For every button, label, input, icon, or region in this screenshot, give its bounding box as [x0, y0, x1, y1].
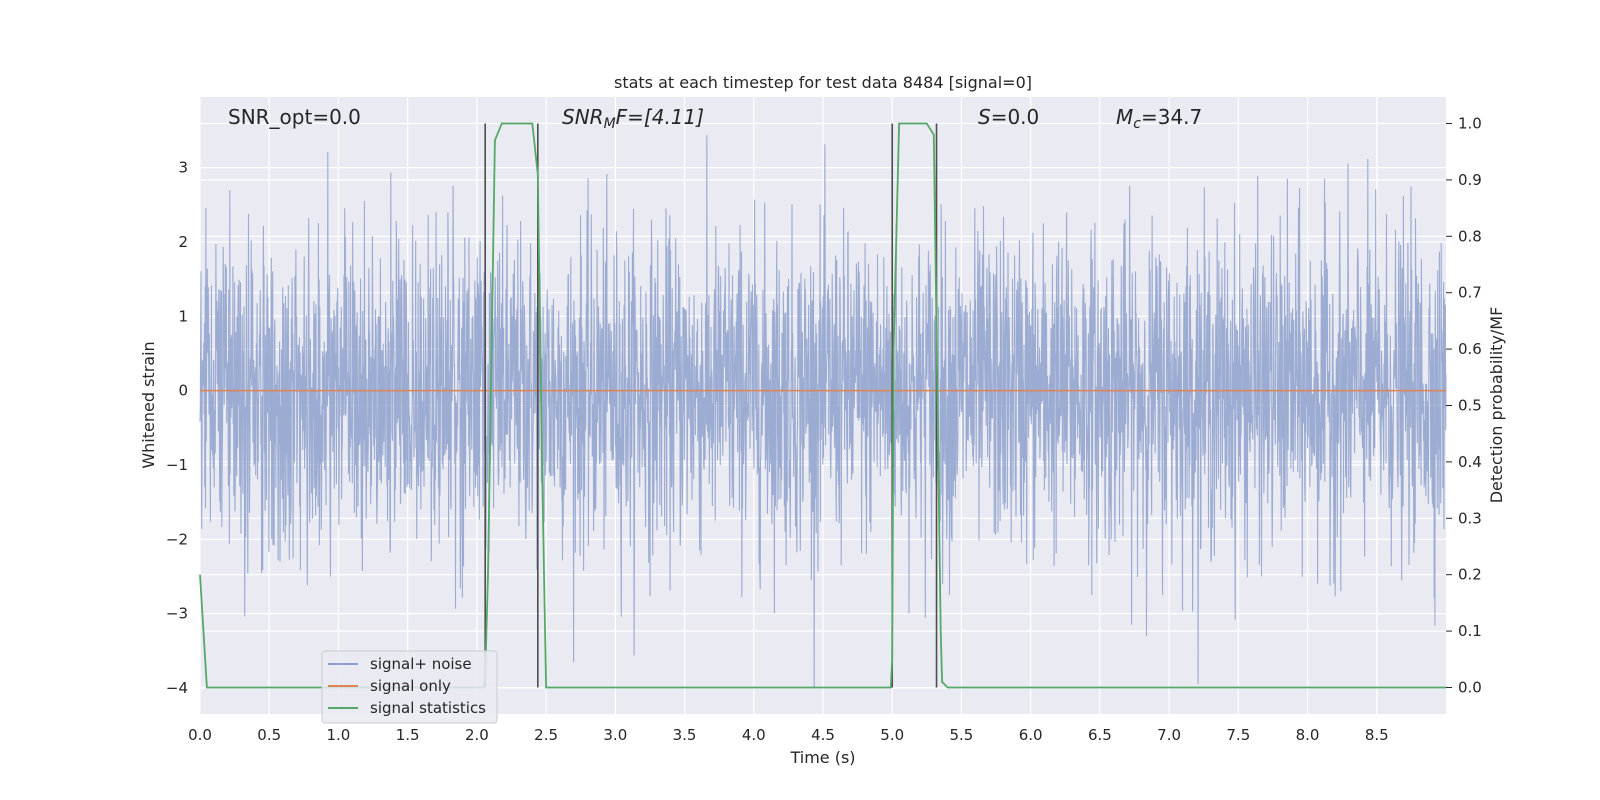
legend-label-signal-plus-noise: signal+ noise [370, 655, 472, 673]
y-right-tick-label: 0.3 [1458, 509, 1482, 527]
x-tick-label: 7.0 [1157, 726, 1181, 744]
x-tick-label: 5.0 [880, 726, 904, 744]
x-tick-label: 5.5 [950, 726, 974, 744]
x-tick-label: 2.0 [465, 726, 489, 744]
y-right-tick-label: 0.0 [1458, 678, 1482, 696]
legend-label-signal-statistics: signal statistics [370, 699, 486, 717]
annotation-snr-opt: SNR_opt=0.0 [228, 105, 361, 129]
chart-title: stats at each timestep for test data 848… [614, 73, 1032, 92]
x-tick-label: 6.0 [1019, 726, 1043, 744]
annotation-mc: Mc=34.7 [1116, 105, 1202, 132]
legend-box [321, 650, 498, 724]
x-tick-label: 8.0 [1296, 726, 1320, 744]
y-right-tick-label: 0.8 [1458, 227, 1482, 245]
y-right-tick-label: 0.7 [1458, 284, 1482, 302]
y-axis-right-ticks: 1.0 0.9 0.8 0.7 0.6 0.5 0.4 0.3 0.2 0.1 0.0 [1446, 115, 1482, 696]
y-tick-label: 3 [178, 159, 188, 177]
y-right-tick-label: 0.6 [1458, 340, 1482, 358]
y-axis-ticks: 3 2 1 0 −1 −2 −3 −4 [166, 159, 188, 697]
y-tick-label: 0 [178, 382, 188, 400]
y-right-tick-label: 0.2 [1458, 566, 1482, 584]
y-axis-right-label: Detection probability/MF [1487, 307, 1506, 504]
x-tick-label: 8.5 [1365, 726, 1389, 744]
y-tick-label: −3 [166, 605, 188, 623]
y-right-tick-label: 1.0 [1458, 115, 1482, 133]
noise-trace [199, 134, 1447, 689]
x-axis-label: Time (s) [789, 748, 855, 767]
annotation-snr-mf: SNRMF=[4.11] [562, 105, 704, 132]
x-tick-label: 6.5 [1088, 726, 1112, 744]
x-tick-label: 1.5 [396, 726, 420, 744]
y-right-tick-label: 0.5 [1458, 397, 1482, 415]
y-right-tick-label: 0.4 [1458, 453, 1482, 471]
x-tick-label: 2.5 [534, 726, 558, 744]
annotation-s: S=0.0 [978, 105, 1039, 129]
legend-label-signal-only: signal only [370, 677, 451, 695]
y-tick-label: −1 [166, 456, 188, 474]
x-tick-label: 0.0 [188, 726, 212, 744]
x-tick-label: 4.0 [742, 726, 766, 744]
x-tick-label: 7.5 [1226, 726, 1250, 744]
x-tick-label: 3.5 [673, 726, 697, 744]
x-tick-label: 0.5 [257, 726, 281, 744]
series-signal-plus-noise [199, 134, 1447, 689]
x-tick-label: 1.0 [327, 726, 351, 744]
y-tick-label: −2 [166, 530, 188, 548]
x-axis-ticks: 0.0 0.5 1.0 1.5 2.0 2.5 3.0 3.5 4.0 4.5 5.0 5.5 6.0 6… [188, 726, 1389, 744]
x-tick-label: 3.0 [603, 726, 627, 744]
y-tick-label: 2 [178, 233, 188, 251]
y-right-tick-label: 0.1 [1458, 622, 1482, 640]
y-tick-label: 1 [178, 307, 188, 325]
y-right-tick-label: 0.9 [1458, 171, 1482, 189]
y-axis-label: Whitened strain [139, 341, 158, 468]
y-tick-label: −4 [166, 679, 188, 697]
legend: signal+ noise signal only signal statist… [321, 650, 498, 724]
x-tick-label: 4.5 [811, 726, 835, 744]
